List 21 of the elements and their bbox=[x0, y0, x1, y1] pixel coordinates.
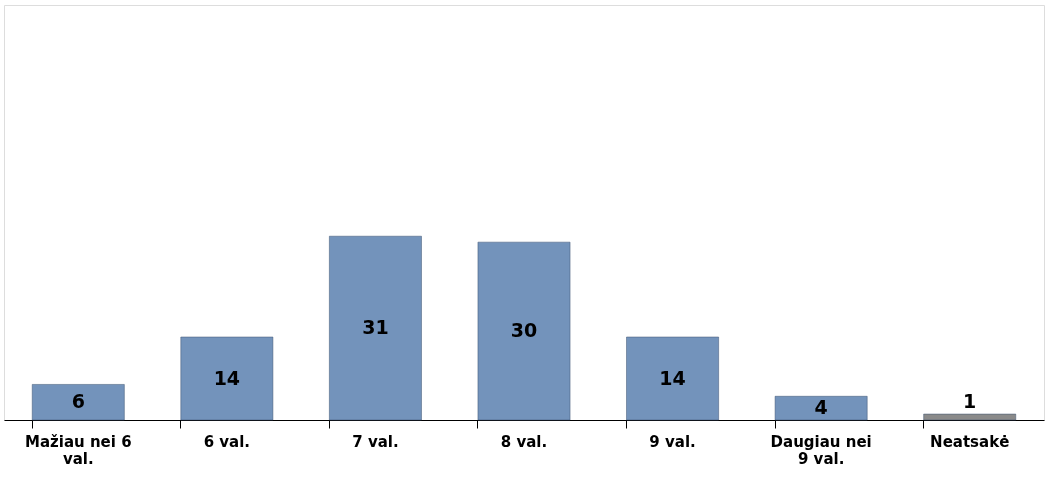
bar bbox=[774, 396, 868, 421]
x-tick-label: 6 val. bbox=[203, 432, 251, 451]
bar bbox=[31, 384, 125, 421]
x-tick-label: 7 val. bbox=[352, 432, 399, 451]
data-label: 14 bbox=[659, 366, 686, 389]
data-label: 6 bbox=[71, 390, 85, 413]
bar bbox=[477, 241, 571, 421]
data-label: 4 bbox=[814, 396, 828, 419]
x-tick-label: Neatsakė bbox=[930, 432, 1010, 451]
bar bbox=[626, 336, 719, 421]
data-label: 31 bbox=[362, 316, 389, 339]
bar bbox=[329, 235, 422, 421]
bar bbox=[923, 413, 1017, 421]
data-label: 14 bbox=[213, 366, 241, 389]
bar bbox=[180, 336, 274, 421]
x-tick-label: Daugiau nei 9 val. bbox=[770, 432, 872, 468]
x-tick-label: 8 val. bbox=[500, 432, 548, 451]
data-label: 30 bbox=[510, 319, 538, 342]
x-tick-label: 9 val. bbox=[649, 432, 696, 451]
x-tick-label: Mažiau nei 6 val. bbox=[24, 432, 132, 468]
data-label: 1 bbox=[963, 390, 977, 413]
